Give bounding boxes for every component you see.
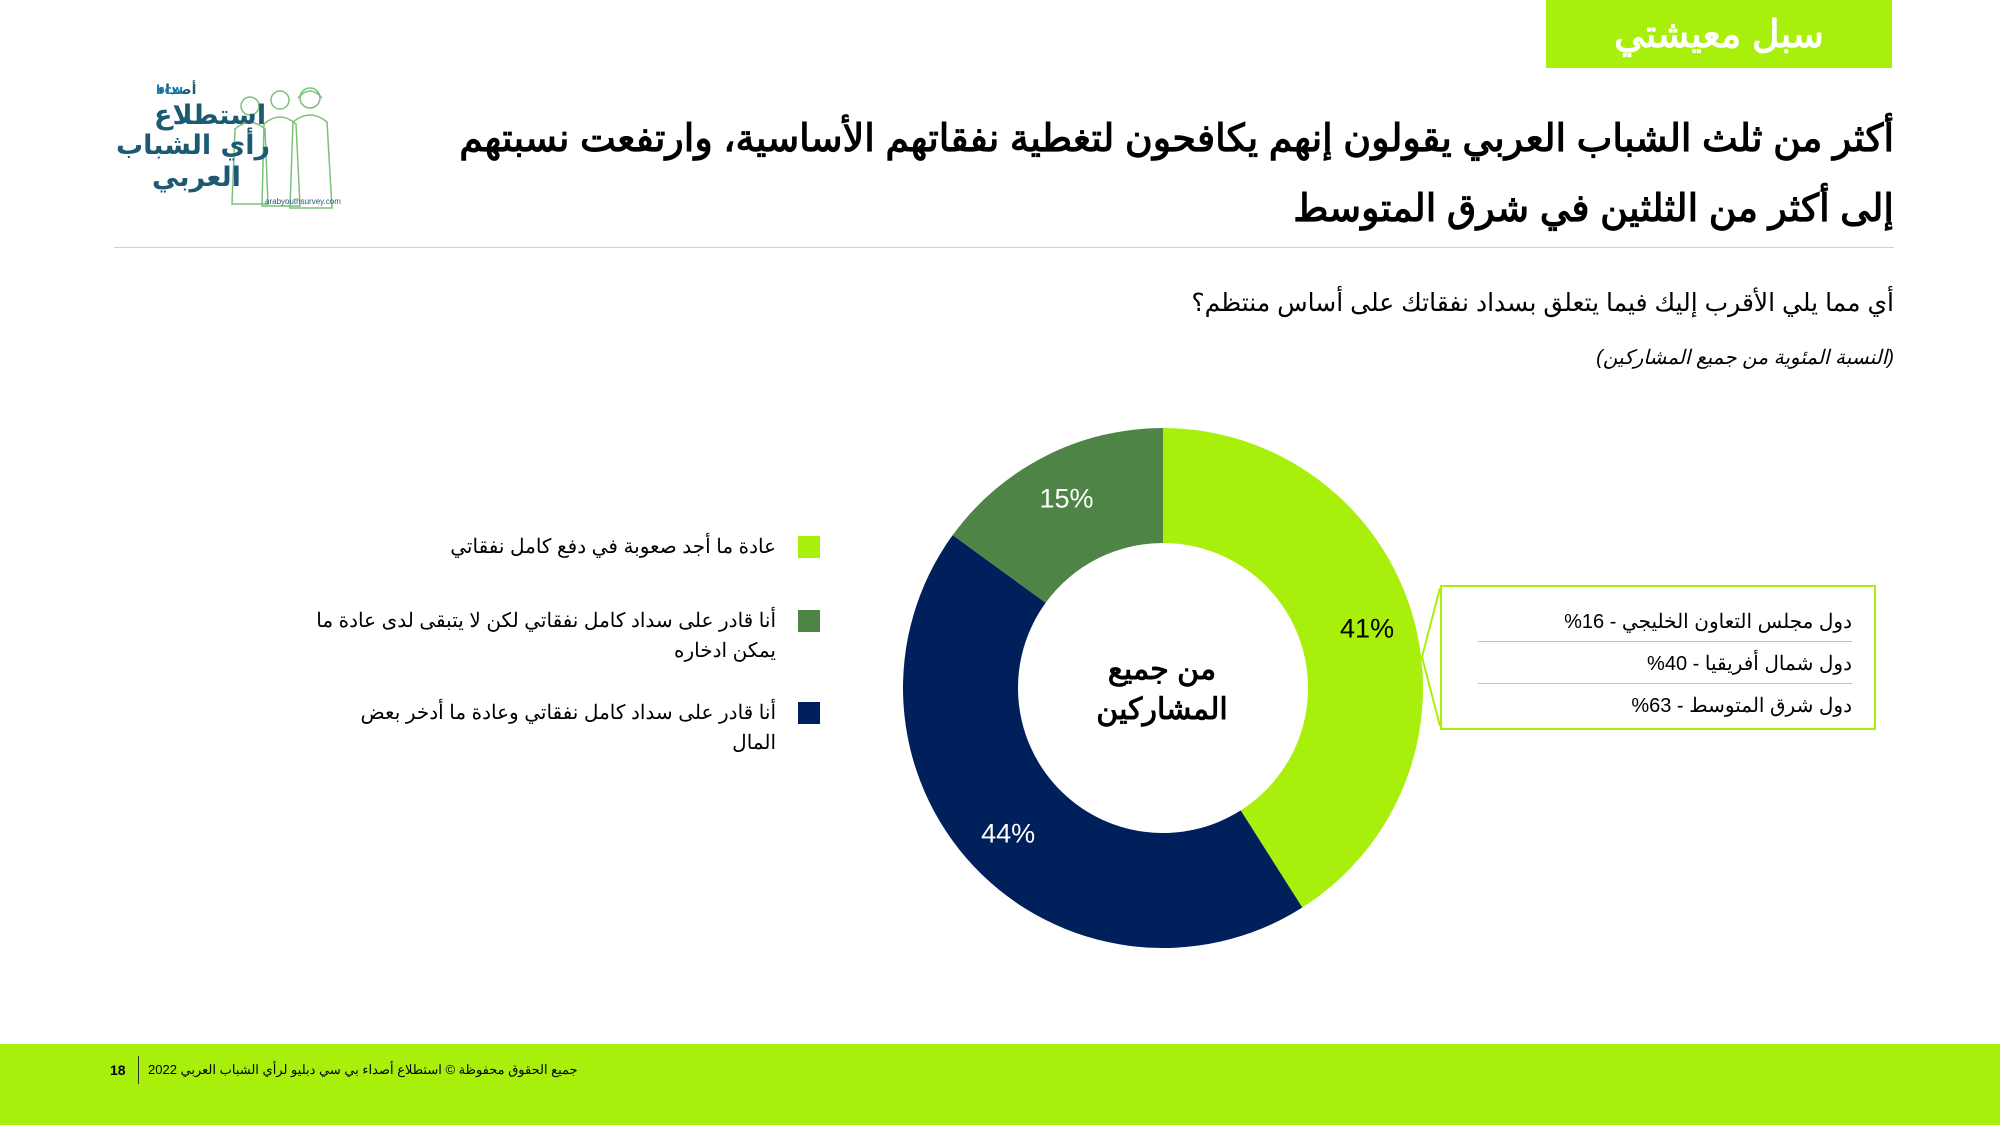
logo-line3: العربي	[152, 162, 241, 193]
section-tag: سبل معيشتي	[1546, 0, 1892, 68]
legend-swatch	[798, 702, 820, 724]
slice-value-label: 15%	[1040, 484, 1094, 514]
slice-value-label: 41%	[1340, 614, 1394, 644]
page-title: أكثر من ثلث الشباب العربي يقولون إنهم يك…	[459, 118, 1894, 230]
logo-brand-sub: bcw	[156, 83, 183, 97]
callout-row-north-africa: دول شمال أفريقيا - 40%	[1647, 653, 1852, 675]
donut-slice	[952, 428, 1163, 603]
logo-line2: رأي الشباب	[116, 130, 271, 161]
legend-item: أنا قادر على سداد كامل نفقاتي وعادة ما أ…	[360, 702, 776, 754]
legend-item: عادة ما أجد صعوبة في دفع كامل نفقاتي	[450, 536, 776, 558]
regional-callout: دول مجلس التعاون الخليجي - 16% دول شمال …	[1440, 585, 1876, 730]
donut-center-label: من جميع المشاركين	[1096, 653, 1228, 726]
logo-brand: أصداء	[158, 82, 197, 98]
callout-pointer	[1420, 587, 1441, 727]
title-divider	[114, 247, 1894, 248]
page-number: 18	[110, 1062, 126, 1078]
base-note: (النسبة المئوية من جميع المشاركين)	[1596, 347, 1894, 369]
survey-logo: أصداء bcw استطلاع رأي الشباب العربي arab…	[110, 82, 360, 219]
donut-slice	[903, 535, 1303, 948]
footer-separator	[138, 1056, 139, 1084]
callout-divider	[1478, 641, 1852, 642]
callout-row-levant: دول شرق المتوسط - 63%	[1631, 695, 1852, 717]
donut-chart: 41% 44% 15%	[903, 428, 1441, 948]
legend-swatch	[798, 536, 820, 558]
slice-value-label: 44%	[981, 818, 1035, 848]
callout-divider	[1478, 683, 1852, 684]
donut-slice	[1163, 428, 1423, 908]
footer-copyright: جميع الحقوق محفوظة © استطلاع أصداء بي سي…	[148, 1062, 578, 1077]
people-illustration-icon	[231, 87, 333, 209]
survey-question: أي مما يلي الأقرب إليك فيما يتعلق بسداد …	[1191, 289, 1894, 317]
callout-row-gcc: دول مجلس التعاون الخليجي - 16%	[1564, 611, 1852, 633]
legend-swatch	[798, 610, 820, 632]
logo-line1: استطلاع	[154, 100, 267, 131]
logo-url: arabyouthsurvey.com	[265, 197, 341, 206]
footer: 18 جميع الحقوق محفوظة © استطلاع أصداء بي…	[0, 1044, 2000, 1125]
legend-item: أنا قادر على سداد كامل نفقاتي لكن لا يتب…	[316, 610, 776, 662]
